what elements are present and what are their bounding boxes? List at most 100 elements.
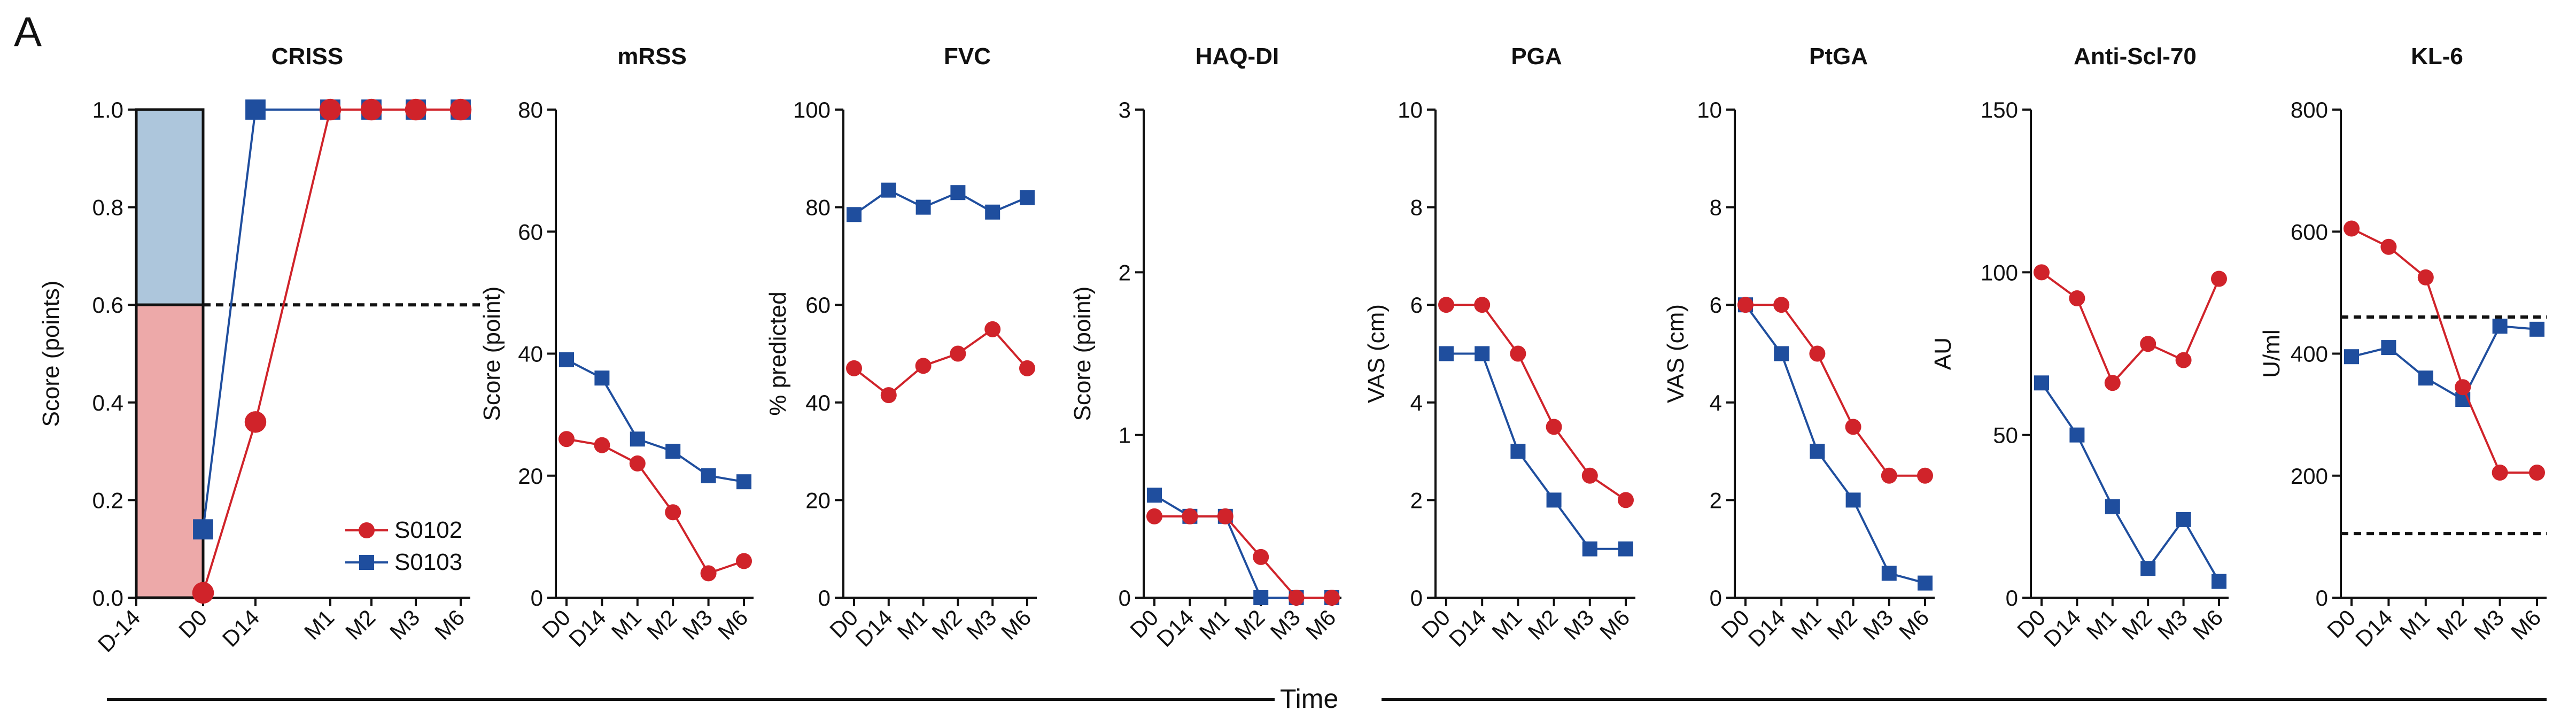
data-point-s0103: [736, 474, 751, 490]
panel-title: Anti-Scl-70: [2074, 43, 2197, 69]
x-tick-label: M3: [1858, 605, 1898, 645]
data-point-s0103: [1546, 492, 1562, 508]
y-tick-label: 40: [805, 390, 831, 415]
legend-label-s0102: S0102: [394, 517, 463, 543]
legend-item-s0102: S0102: [345, 514, 462, 546]
y-tick-label: 1.0: [92, 97, 123, 122]
data-point-s0103: [847, 207, 862, 222]
series-line-s0102: [2040, 271, 2220, 385]
data-point-s0103: [1475, 346, 1490, 361]
panel-title: mRSS: [617, 43, 687, 69]
y-tick-label: 4: [1410, 390, 1423, 415]
data-point-s0102: [984, 321, 1001, 337]
data-point-s0102: [1182, 508, 1198, 524]
panel-title: HAQ-DI: [1196, 43, 1279, 69]
y-tick-label: 400: [2291, 342, 2328, 367]
data-point-s0102: [1845, 419, 1861, 435]
x-tick-label: M1: [2395, 605, 2435, 645]
x-tick-label: D14: [2350, 605, 2397, 652]
data-point-s0103: [1774, 346, 1789, 361]
y-axis-label: Score (point): [1069, 287, 1096, 421]
legend-label-s0103: S0103: [394, 549, 463, 575]
x-tick-label: D14: [1743, 605, 1790, 652]
series-line-s0102: [566, 438, 744, 575]
y-tick-label: 6: [1410, 292, 1423, 318]
x-tick-label: M3: [1559, 605, 1599, 645]
y-axis-label: VAS (cm): [1363, 304, 1390, 403]
shaded-band-0: [135, 108, 205, 306]
data-point-s0103: [2176, 512, 2191, 527]
data-point-s0103: [1881, 566, 1897, 581]
data-point-s0102: [1809, 345, 1826, 362]
data-point-s0102: [2211, 271, 2227, 287]
x-tick-label: D14: [2039, 605, 2086, 652]
data-point-s0103: [245, 99, 266, 120]
data-point-s0103: [950, 185, 966, 200]
panel-title: PGA: [1511, 43, 1562, 69]
series-line-s0102: [853, 328, 1028, 397]
x-tick-label: M1: [299, 605, 339, 645]
series-line-s0103: [1744, 304, 1926, 584]
x-tick-label: M2: [1230, 605, 1270, 645]
data-point-s0103: [1918, 575, 1933, 591]
y-tick-label: 2: [1119, 260, 1131, 285]
data-point-s0102: [1146, 508, 1162, 524]
y-tick-label: 0: [1710, 585, 1722, 611]
time-axis-title: Time: [1280, 684, 1339, 714]
data-point-s0102: [1917, 467, 1933, 484]
y-tick-label: 10: [1697, 97, 1722, 122]
y-tick-label: 0: [818, 585, 831, 611]
panel-title: CRISS: [271, 43, 343, 69]
data-point-s0103: [1253, 590, 1269, 605]
y-tick-label: 50: [1993, 423, 2018, 448]
panel-title: KL-6: [2411, 43, 2463, 69]
y-tick-label: 0: [1410, 585, 1423, 611]
y-tick-label: 0.8: [92, 195, 123, 220]
data-point-s0103: [630, 431, 645, 447]
series-line-s0103: [2351, 325, 2538, 401]
y-tick-label: 8: [1410, 195, 1423, 220]
legend-item-s0103: S0103: [345, 546, 462, 578]
data-point-s0102: [846, 360, 862, 376]
data-point-s0102: [950, 345, 966, 362]
data-point-s0102: [665, 504, 681, 521]
x-tick-label: M6: [2188, 605, 2228, 645]
x-tick-label: M2: [1523, 605, 1563, 645]
y-tick-label: 8: [1710, 195, 1722, 220]
data-point-s0103: [915, 199, 931, 215]
time-axis-line-right: [1382, 698, 2547, 701]
x-tick-label: M6: [713, 605, 753, 645]
x-tick-label: M6: [1301, 605, 1341, 645]
data-point-s0102: [2492, 465, 2508, 481]
y-axis-label: Score (points): [38, 281, 64, 427]
data-point-s0102: [2034, 264, 2050, 281]
data-point-s0102: [1253, 549, 1269, 565]
x-tick-label: D14: [850, 605, 897, 652]
x-tick-label: M2: [642, 605, 682, 645]
data-point-s0102: [1618, 492, 1634, 508]
x-tick-label: D0: [174, 605, 212, 643]
x-tick-label: M3: [2469, 605, 2509, 645]
data-point-s0102: [629, 455, 646, 472]
y-tick-label: 0.4: [92, 390, 123, 415]
y-tick-label: 60: [805, 292, 831, 318]
legend: S0102 S0103: [345, 514, 462, 578]
y-tick-label: 80: [805, 195, 831, 220]
x-tick-label: M2: [340, 605, 381, 645]
data-point-s0102: [1510, 345, 1526, 362]
y-tick-label: 40: [518, 342, 543, 367]
data-point-s0102: [244, 411, 267, 433]
series-line-s0103: [566, 359, 744, 483]
data-point-s0102: [594, 437, 610, 453]
data-point-s0102: [2104, 375, 2121, 391]
time-axis-line-left: [107, 698, 1275, 701]
shaded-band-1: [135, 303, 205, 599]
data-point-s0103: [2140, 561, 2156, 576]
data-point-s0103: [1020, 190, 1035, 205]
